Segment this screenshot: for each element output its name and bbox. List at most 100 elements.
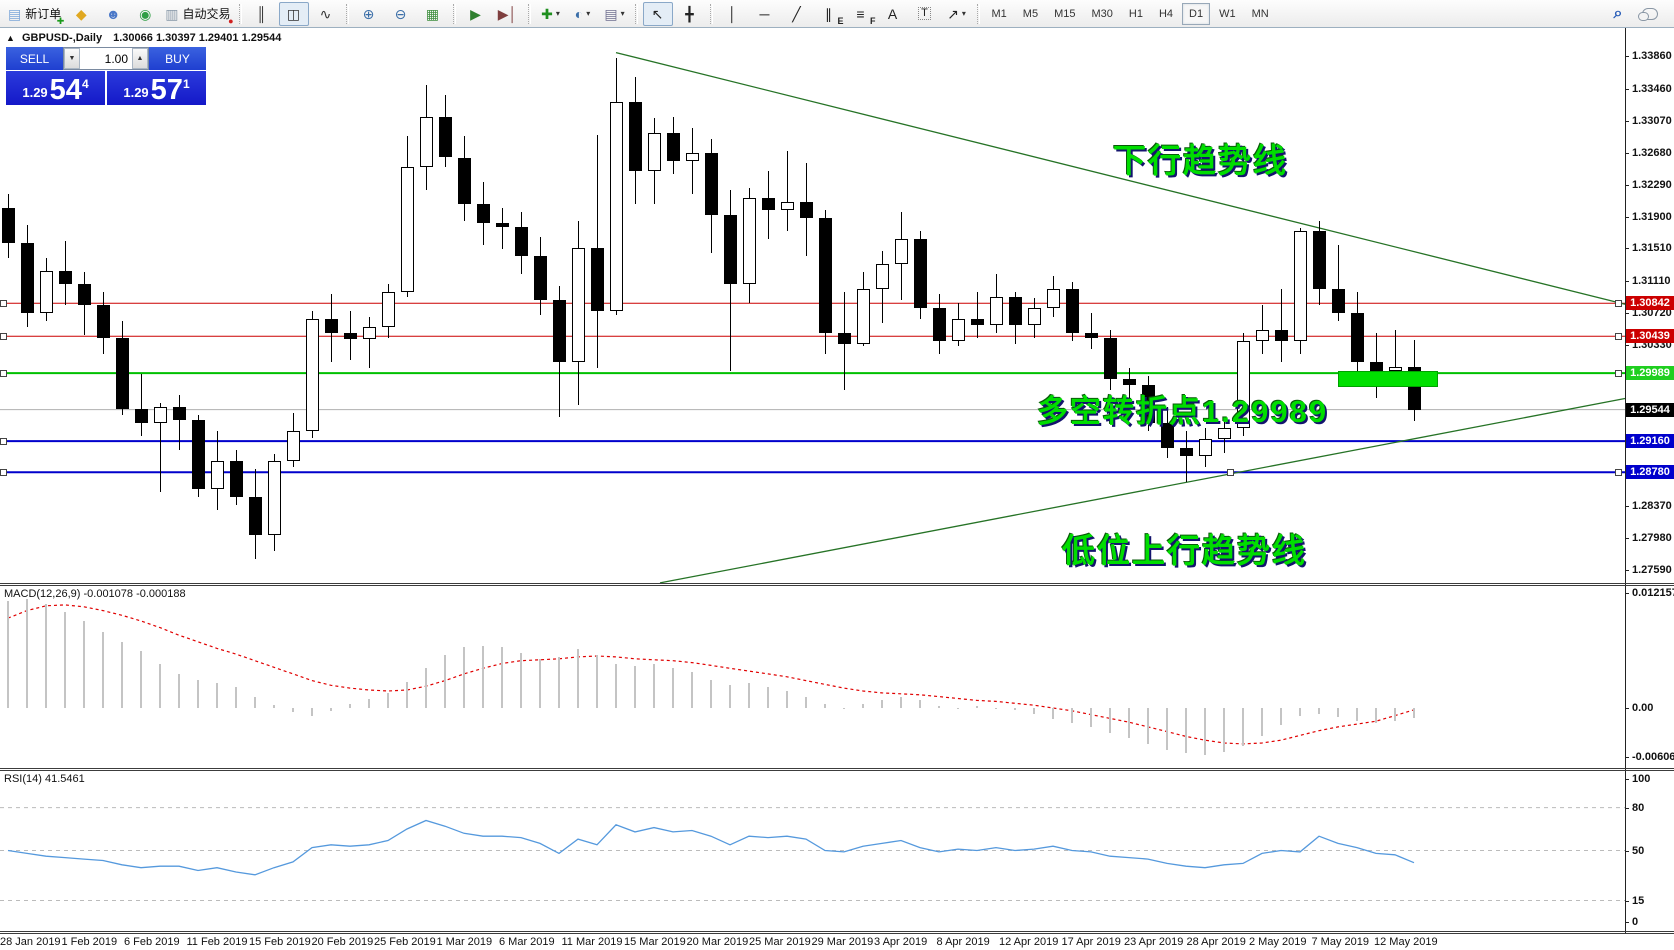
- buy-price-button[interactable]: 1.29 57 1: [107, 71, 206, 105]
- sell-button[interactable]: SELL: [6, 47, 63, 70]
- timeframe-mn-button[interactable]: MN: [1251, 7, 1269, 20]
- timeframe-m1-button[interactable]: M1: [991, 7, 1007, 20]
- macd-histogram-bar: [159, 664, 161, 708]
- crosshair-button[interactable]: ╋: [675, 2, 705, 26]
- pane-separator[interactable]: [0, 768, 1674, 769]
- zoom-in-button[interactable]: ⊕: [354, 2, 384, 26]
- add-indicator-button[interactable]: ✚ ▾: [536, 2, 566, 26]
- pane-separator[interactable]: [0, 770, 1674, 771]
- highlight-zone-box[interactable]: [1338, 371, 1438, 387]
- chart-shift-button[interactable]: ▶│: [493, 2, 523, 26]
- macd-histogram-bar: [26, 599, 28, 708]
- arrows-button[interactable]: ↗ ▾: [942, 2, 972, 26]
- object-marker[interactable]: [1615, 333, 1622, 341]
- add-indicator-dropdown-icon[interactable]: ▾: [555, 8, 560, 18]
- sell-price-button[interactable]: 1.29 54 4: [6, 71, 105, 105]
- toolbox-button[interactable]: ◆: [66, 2, 96, 26]
- candle: [457, 157, 471, 205]
- tile-windows-button[interactable]: ▦: [418, 2, 448, 26]
- volume-decrease-button[interactable]: ▼: [64, 48, 80, 69]
- cursor-button[interactable]: ↖: [642, 1, 673, 26]
- timeframe-d1-button[interactable]: D1: [1182, 2, 1211, 25]
- object-marker[interactable]: [1615, 469, 1622, 477]
- macd-axis-tick: [1625, 708, 1629, 709]
- chat-icon[interactable]: [1635, 2, 1665, 26]
- object-marker[interactable]: [1227, 469, 1234, 477]
- chart-annotation-text[interactable]: 下行趋势线: [1113, 142, 1288, 179]
- periods-dropdown-icon[interactable]: ▾: [586, 8, 591, 18]
- arrows-dropdown-icon[interactable]: ▾: [961, 8, 966, 18]
- object-marker[interactable]: [0, 333, 7, 341]
- toolbar-separator: [345, 3, 349, 24]
- templates-dropdown-icon[interactable]: ▾: [620, 8, 625, 18]
- object-marker[interactable]: [0, 300, 7, 308]
- volume-increase-button[interactable]: ▲: [132, 48, 148, 69]
- trendline-button[interactable]: ╱: [782, 2, 812, 26]
- object-marker[interactable]: [0, 370, 7, 378]
- collapse-panel-icon[interactable]: ▲: [6, 33, 15, 43]
- macd-histogram-bar: [444, 655, 446, 708]
- volume-input[interactable]: [80, 50, 132, 67]
- macd-axis-tick: [1625, 593, 1629, 594]
- templates-button[interactable]: ▤ ▾: [600, 2, 630, 26]
- object-marker[interactable]: [1615, 300, 1622, 308]
- vertical-line-button[interactable]: │: [718, 2, 748, 26]
- object-marker[interactable]: [0, 438, 7, 446]
- candle: [780, 201, 794, 210]
- search-icon[interactable]: ⌕: [1613, 4, 1623, 22]
- rsi-axis-tick: [1625, 850, 1629, 852]
- date-axis-label: 3 Apr 2019: [874, 936, 928, 948]
- fibonacci-button[interactable]: ≡ F: [846, 2, 875, 26]
- date-axis-label: 20 Mar 2019: [686, 936, 749, 948]
- rsi-line: [7, 819, 1415, 876]
- profile-button[interactable]: ☻: [98, 2, 128, 26]
- text-button[interactable]: A: [878, 2, 908, 26]
- candle: [609, 101, 623, 311]
- timeframe-m30-button[interactable]: M30: [1091, 7, 1113, 20]
- pane-separator[interactable]: [0, 931, 1674, 932]
- auto-trading-button[interactable]: ▥ ● 自动交易: [162, 2, 233, 26]
- candle: [419, 116, 433, 168]
- signals-button[interactable]: ◉: [130, 2, 160, 26]
- auto-scroll-button[interactable]: ▶: [461, 2, 491, 26]
- date-axis-label: 1 Feb 2019: [61, 936, 118, 948]
- horizontal-line-button[interactable]: ─: [750, 2, 780, 26]
- price-axis-tick: [1625, 313, 1629, 315]
- text-label-button[interactable]: T: [910, 2, 940, 26]
- zoom-out-button[interactable]: ⊖: [386, 2, 416, 26]
- new-order-button[interactable]: ▤ ✚ 新订单: [5, 2, 64, 26]
- rsi-axis-tick: [1625, 900, 1629, 902]
- candle: [742, 198, 756, 284]
- timeframe-m15-button[interactable]: M15: [1054, 7, 1076, 20]
- one-click-trading-panel: SELL ▼ ▲ BUY 1.29 54 4 1.29 57 1: [6, 47, 206, 105]
- chart-annotation-text[interactable]: 多空转折点1.29989: [1037, 394, 1329, 429]
- timeframe-m5-button[interactable]: M5: [1022, 7, 1039, 20]
- pane-separator[interactable]: [0, 583, 1674, 584]
- timeframe-h1-button[interactable]: H1: [1128, 7, 1143, 20]
- object-marker[interactable]: [0, 469, 7, 477]
- pane-separator[interactable]: [0, 585, 1674, 586]
- line-chart-button[interactable]: ∿: [311, 2, 341, 26]
- chart-annotation-text[interactable]: 低位上行趋势线: [1062, 532, 1307, 569]
- timeframe-h4-button[interactable]: H4: [1158, 7, 1173, 20]
- pane-separator[interactable]: [0, 933, 1674, 934]
- up-trendline[interactable]: [659, 397, 1626, 584]
- down-trendline[interactable]: [615, 51, 1626, 305]
- timeframe-w1-button[interactable]: W1: [1219, 7, 1236, 20]
- bar-chart-button[interactable]: ║: [247, 2, 277, 26]
- candle-wick: [1394, 329, 1396, 383]
- periods-button[interactable]: ◐ ▾: [568, 2, 598, 26]
- rsi-axis-tick: [1625, 922, 1629, 923]
- toolbar-separator: [976, 3, 980, 24]
- macd-histogram-bar: [501, 647, 503, 708]
- candlestick-chart-button[interactable]: ◫: [278, 1, 309, 26]
- candle: [856, 288, 870, 344]
- equidistant-channel-icon: ∥: [825, 5, 832, 22]
- buy-button[interactable]: BUY: [149, 47, 206, 70]
- candle: [552, 300, 566, 363]
- candle: [628, 101, 642, 172]
- text-label-icon: T: [918, 7, 931, 20]
- equidistant-channel-button[interactable]: ∥ E: [814, 2, 844, 26]
- candle-wick: [501, 208, 503, 250]
- object-marker[interactable]: [1615, 370, 1622, 378]
